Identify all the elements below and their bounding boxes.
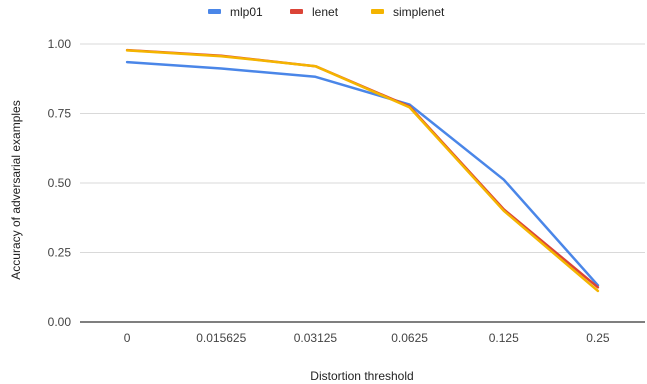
- y-axis-ticks: 0.00 0.25 0.50 0.75 1.00: [48, 37, 72, 329]
- y-axis-title: Accuracy of adversarial examples: [9, 100, 23, 279]
- series-lines: [125, 48, 600, 293]
- x-tick-label: 0.125: [489, 331, 519, 345]
- legend-label-lenet: lenet: [312, 5, 339, 19]
- x-tick-label: 0.03125: [294, 331, 338, 345]
- y-tick-label: 0.75: [48, 107, 72, 121]
- y-tick-label: 0.25: [48, 246, 72, 260]
- legend-swatch-lenet: [290, 9, 303, 14]
- x-tick-label: 0: [124, 331, 131, 345]
- legend-label-mlp01: mlp01: [230, 5, 263, 19]
- legend-label-simplenet: simplenet: [393, 5, 445, 19]
- series-line-simplenet: [125, 49, 600, 293]
- y-tick-label: 1.00: [48, 37, 72, 51]
- x-axis-title: Distortion threshold: [310, 369, 413, 383]
- y-tick-label: 0.00: [48, 315, 72, 329]
- gridlines: [80, 43, 645, 323]
- legend: mlp01 lenet simplenet: [208, 5, 445, 19]
- x-tick-label: 0.0625: [391, 331, 428, 345]
- series-line-mlp01: [125, 60, 600, 287]
- x-axis-ticks: 0 0.015625 0.03125 0.0625 0.125 0.25: [124, 331, 610, 345]
- legend-swatch-mlp01: [208, 9, 221, 14]
- y-tick-label: 0.50: [48, 176, 72, 190]
- x-tick-label: 0.25: [586, 331, 610, 345]
- x-tick-label: 0.015625: [196, 331, 246, 345]
- legend-swatch-simplenet: [371, 9, 384, 14]
